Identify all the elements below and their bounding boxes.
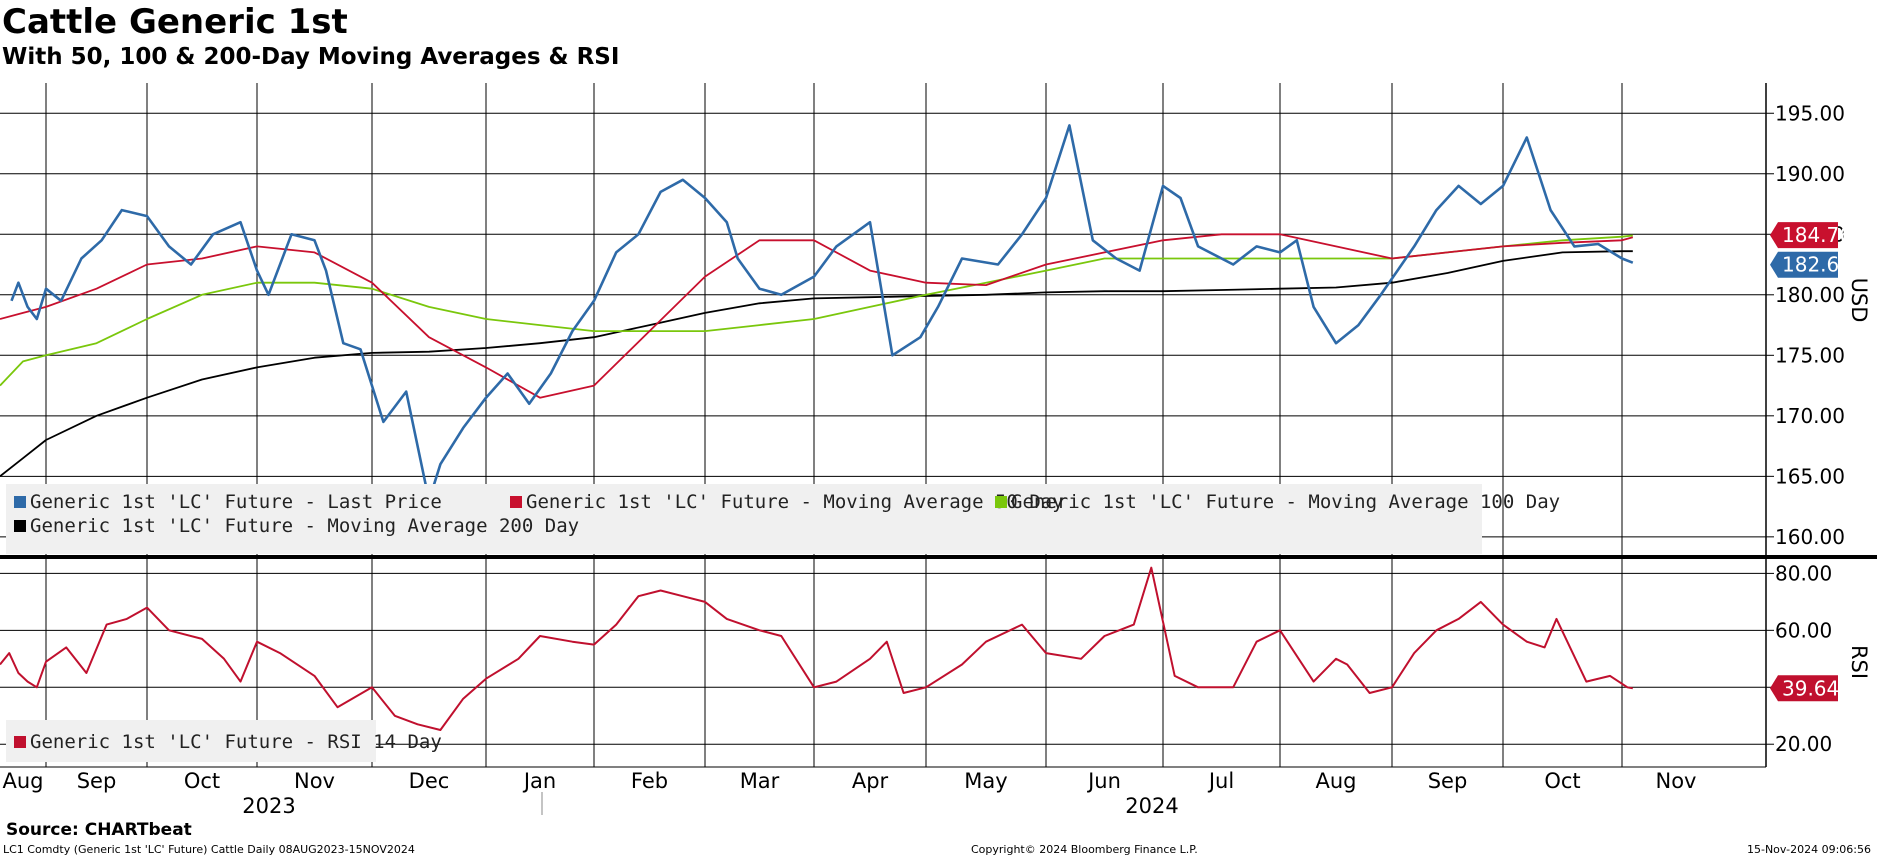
month-gridlines: [45, 83, 1623, 767]
chart-title: Cattle Generic 1st: [2, 2, 348, 42]
ma50-line: [0, 233, 1634, 399]
year-label: 2024: [1125, 794, 1178, 818]
legend-entry-rsi: Generic 1st 'LC' Future - RSI 14 Day: [30, 731, 442, 753]
month-label: Aug: [1315, 769, 1356, 793]
price-tick-label: 190.00: [1775, 162, 1845, 186]
rsi-last-badge-value: 39.64: [1782, 676, 1839, 700]
price-legend: Generic 1st 'LC' Future - Last Price Gene…: [6, 484, 1560, 554]
rsi-axis-title: RSI: [1847, 645, 1871, 679]
month-label: May: [964, 769, 1007, 793]
ma50-last-badge: 184.76: [1770, 222, 1852, 249]
legend-swatch-ma50: [510, 496, 522, 508]
rsi-last-badge-shape: [1770, 675, 1838, 702]
month-label: Nov: [294, 769, 335, 793]
price-axis-title: USD: [1847, 278, 1871, 323]
month-label: Apr: [852, 769, 889, 793]
rsi-legend-box: [6, 720, 376, 762]
ma100-line: [0, 234, 1633, 387]
month-label: Mar: [740, 769, 780, 793]
rsi-tick-label: 60.00: [1775, 618, 1832, 642]
month-label: Aug: [2, 769, 43, 793]
rsi-tick-label: 80.00: [1775, 561, 1832, 585]
price-panel-grid: [0, 112, 1766, 538]
month-label: Dec: [409, 769, 450, 793]
rsi-legend: Generic 1st 'LC' Future - RSI 14 Day: [6, 720, 442, 762]
price-legend-box: [6, 484, 1482, 554]
rsi-panel-grid: [0, 572, 1766, 745]
month-label: Jul: [1207, 769, 1234, 793]
legend-entry-ma50: Generic 1st 'LC' Future - Moving Average…: [526, 491, 1064, 513]
ma50-last-badge-shape: [1770, 222, 1838, 249]
axis-labels: 160.00165.00170.00175.00180.00185.00190.…: [2, 101, 1871, 818]
legend-swatch-last_price: [14, 496, 26, 508]
month-label: Jan: [522, 769, 556, 793]
month-label: Nov: [1656, 769, 1697, 793]
rsi-line: [0, 566, 1633, 731]
copyright-notice: Copyright© 2024 Bloomberg Finance L.P.: [971, 843, 1198, 856]
price-tick-label: 165.00: [1775, 464, 1845, 488]
legend-entry-last_price: Generic 1st 'LC' Future - Last Price: [30, 491, 442, 513]
price-tick-label: 175.00: [1775, 343, 1845, 367]
ma200-line: [0, 250, 1633, 478]
year-label: 2023: [242, 794, 295, 818]
last-value-badges: 184.76 182.65 39.64: [1770, 222, 1852, 702]
last-price-line: [10, 124, 1634, 502]
legend-swatch-ma200: [14, 520, 26, 532]
rsi-tick-label: 20.00: [1775, 732, 1832, 756]
rsi-last-badge: 39.64: [1770, 675, 1839, 702]
month-label: Jun: [1086, 769, 1121, 793]
timestamp: 15-Nov-2024 09:06:56: [1746, 843, 1871, 856]
source-label: Source: CHARTbeat: [6, 820, 192, 840]
legend-swatch-rsi: [14, 736, 26, 748]
axes: [0, 83, 1877, 815]
price-tick-label: 170.00: [1775, 404, 1845, 428]
price-last-badge: 182.65: [1770, 251, 1852, 278]
price-tick-label: 160.00: [1775, 525, 1845, 549]
month-label: Oct: [1544, 769, 1580, 793]
ma50-last-badge-value: 184.76: [1782, 223, 1852, 247]
legend-entry-ma200: Generic 1st 'LC' Future - Moving Average…: [30, 515, 579, 537]
price-tick-label: 195.00: [1775, 101, 1845, 125]
price-panel-series: [0, 124, 1634, 502]
month-label: Feb: [631, 769, 668, 793]
ticker-info: LC1 Comdty (Generic 1st 'LC' Future) Cat…: [3, 843, 415, 856]
chart-subtitle: With 50, 100 & 200-Day Moving Averages &…: [2, 44, 620, 70]
legend-swatch-ma100: [995, 496, 1007, 508]
legend-entry-ma100: Generic 1st 'LC' Future - Moving Average…: [1011, 491, 1560, 513]
month-label: Sep: [1428, 769, 1468, 793]
month-label: Oct: [184, 769, 220, 793]
price-last-badge-value: 182.65: [1782, 253, 1852, 277]
price-last-badge-shape: [1770, 251, 1838, 278]
price-tick-label: 180.00: [1775, 283, 1845, 307]
month-label: Sep: [77, 769, 117, 793]
rsi-panel-series: [0, 566, 1633, 731]
